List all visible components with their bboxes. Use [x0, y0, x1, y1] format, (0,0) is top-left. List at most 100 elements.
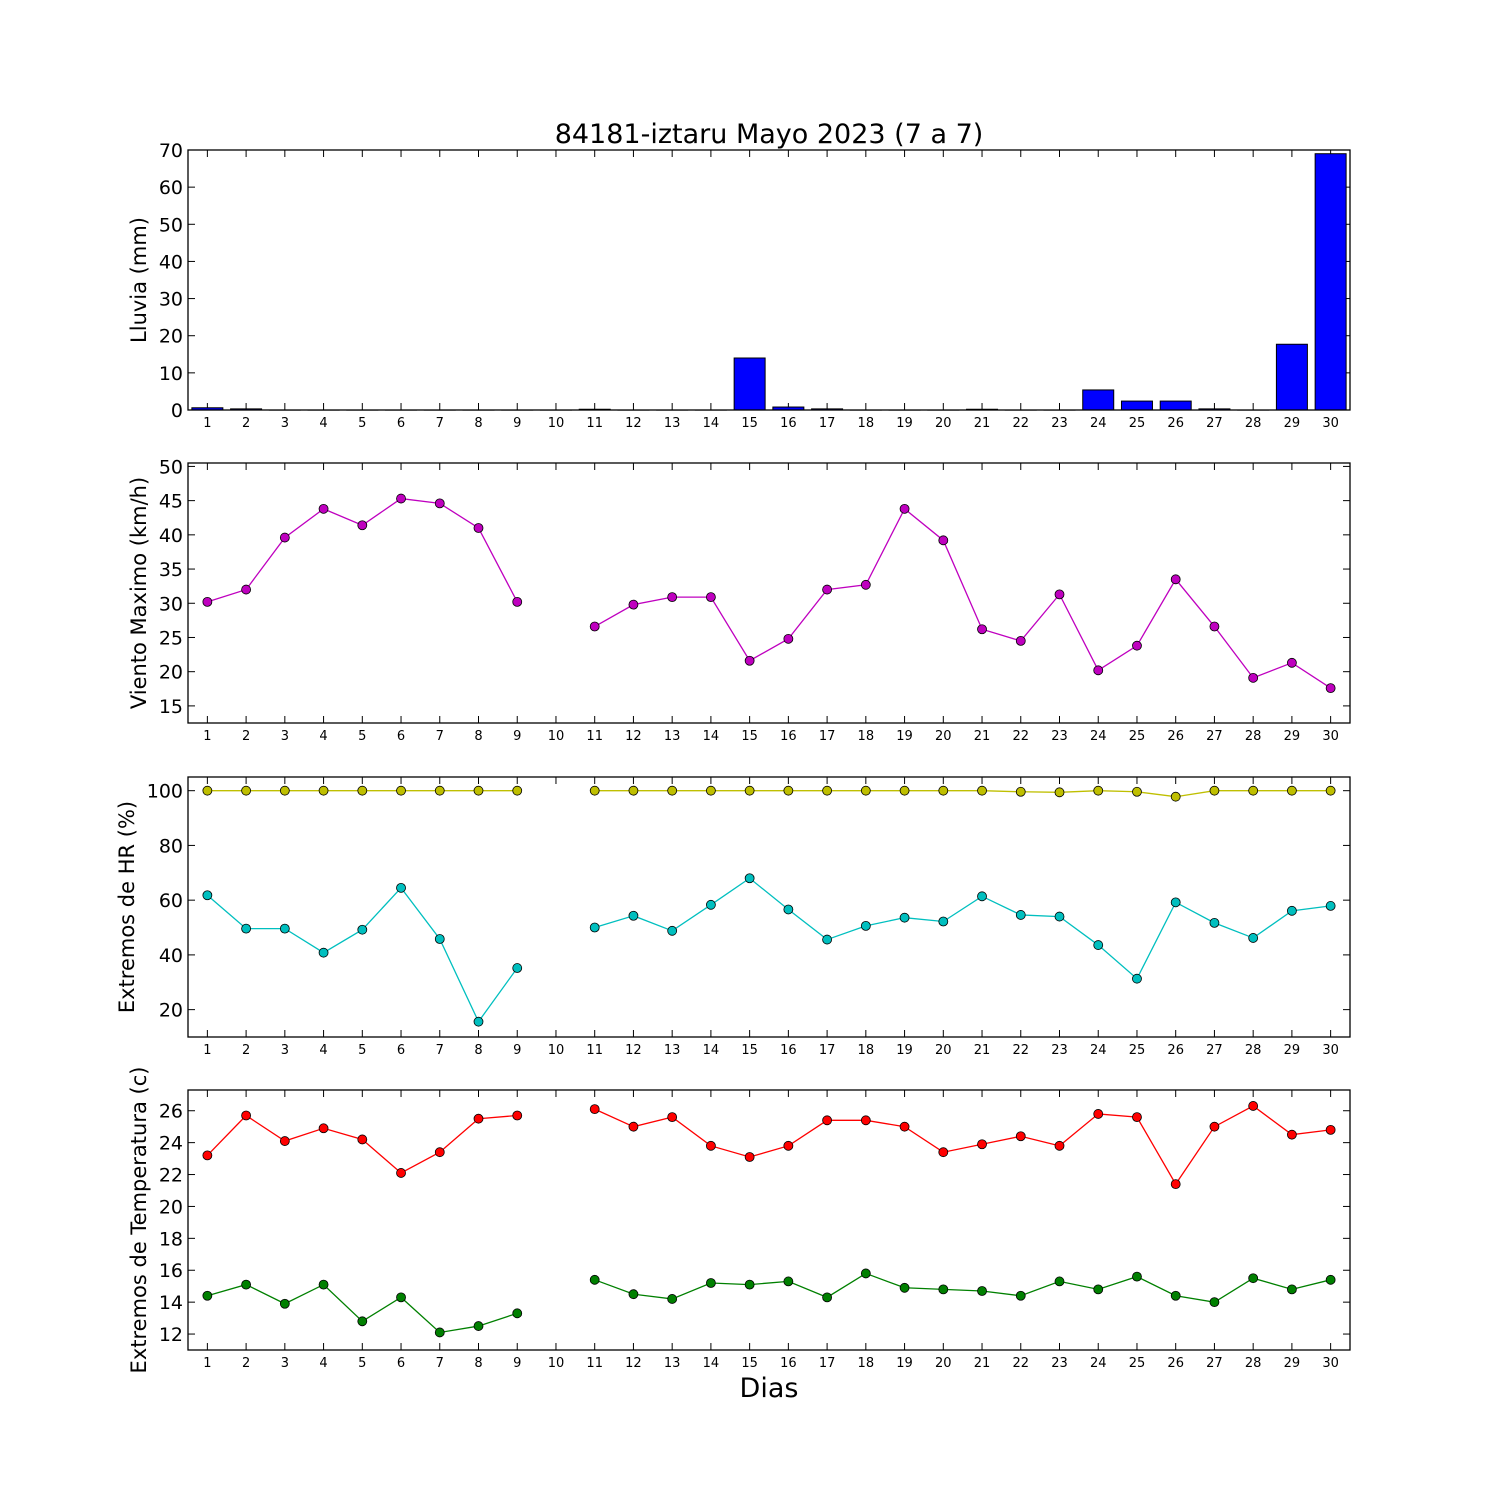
- x-tick-label: 19: [896, 1043, 913, 1058]
- data-point: [899, 1121, 910, 1132]
- x-tick-label: 24: [1090, 729, 1107, 744]
- x-tick-label: 27: [1206, 729, 1223, 744]
- data-point: [318, 503, 329, 514]
- data-point: [667, 1112, 678, 1123]
- series-line: [594, 1272, 1331, 1303]
- x-tick-label: 25: [1129, 1043, 1146, 1058]
- bar: [1120, 400, 1153, 411]
- data-point: [357, 924, 368, 935]
- y-tick-label: 22: [159, 1165, 183, 1187]
- data-point: [628, 599, 639, 610]
- x-tick-label: 24: [1090, 1043, 1107, 1058]
- data-point: [1054, 1276, 1065, 1287]
- data-point: [899, 1282, 910, 1293]
- x-tick-label: 16: [780, 416, 797, 431]
- data-point: [1209, 621, 1220, 632]
- x-tick-label: 20: [935, 416, 952, 431]
- x-tick-label: 18: [858, 416, 875, 431]
- data-point: [279, 923, 290, 934]
- data-point: [822, 1115, 832, 1126]
- x-tick-label: 8: [474, 1043, 482, 1058]
- x-tick-label: 7: [436, 1043, 444, 1058]
- data-point: [512, 1110, 523, 1121]
- x-tick-label: 15: [741, 1043, 758, 1058]
- data-point: [938, 535, 949, 546]
- x-tick-label: 6: [397, 416, 405, 431]
- bar: [733, 357, 766, 411]
- x-tick-label: 11: [586, 416, 603, 431]
- data-point: [783, 904, 794, 915]
- data-point: [473, 785, 484, 796]
- x-tick-label: 6: [397, 1356, 405, 1371]
- x-tick-label: 18: [858, 1043, 875, 1058]
- y-tick-label: 18: [159, 1228, 183, 1250]
- data-point: [318, 1123, 329, 1134]
- data-point: [744, 655, 755, 666]
- data-point: [899, 912, 910, 923]
- x-tick-label: 9: [513, 416, 521, 431]
- data-point: [1015, 1290, 1026, 1301]
- x-tick-label: 6: [397, 1043, 405, 1058]
- data-point: [396, 785, 406, 796]
- x-tick-label: 7: [436, 729, 444, 744]
- data-point: [512, 785, 523, 796]
- data-point: [589, 785, 600, 796]
- data-point: [241, 785, 252, 796]
- x-tick-label: 5: [358, 1043, 366, 1058]
- data-point: [434, 1327, 445, 1338]
- x-tick-label: 30: [1322, 729, 1339, 744]
- data-point: [783, 633, 794, 644]
- data-point: [977, 891, 987, 902]
- data-point: [938, 785, 949, 796]
- y-tick-label: 20: [159, 662, 183, 684]
- x-tick-label: 28: [1245, 1356, 1262, 1371]
- y-tick-label: 25: [159, 627, 183, 649]
- data-point: [706, 592, 716, 603]
- x-tick-label: 10: [548, 416, 565, 431]
- plot-frame: [187, 1089, 1351, 1351]
- bar: [1159, 400, 1192, 411]
- data-point: [318, 785, 329, 796]
- x-tick-label: 4: [319, 729, 327, 744]
- data-point: [1209, 785, 1220, 796]
- x-tick-label: 21: [974, 1356, 991, 1371]
- x-tick-label: 9: [513, 729, 521, 744]
- x-tick-label: 1: [203, 416, 211, 431]
- y-tick-label: 20: [159, 1196, 183, 1218]
- y-tick-label: 20: [159, 326, 183, 348]
- data-point: [1093, 940, 1104, 950]
- data-point: [473, 1113, 484, 1124]
- data-point: [589, 1104, 600, 1115]
- data-point: [202, 1290, 213, 1301]
- x-tick-label: 25: [1129, 729, 1146, 744]
- x-tick-label: 4: [319, 1043, 327, 1058]
- x-tick-label: 29: [1284, 1043, 1301, 1058]
- x-tick-label: 20: [935, 729, 952, 744]
- x-tick-label: 13: [664, 416, 681, 431]
- y-axis-label: Viento Maximo (km/h): [127, 477, 151, 709]
- x-tick-label: 11: [586, 1356, 603, 1371]
- data-point: [202, 1150, 213, 1161]
- data-point: [589, 1274, 600, 1285]
- y-tick-label: 60: [159, 177, 183, 199]
- data-point: [977, 1139, 987, 1150]
- data-point: [783, 1276, 794, 1287]
- data-point: [706, 1140, 716, 1151]
- x-tick-label: 8: [474, 416, 482, 431]
- data-point: [1325, 785, 1336, 796]
- data-point: [1054, 589, 1065, 600]
- data-point: [938, 1147, 949, 1158]
- data-point: [744, 785, 755, 796]
- x-tick-label: 17: [819, 1043, 836, 1058]
- x-tick-label: 13: [664, 729, 681, 744]
- x-tick-label: 17: [819, 729, 836, 744]
- x-tick-label: 9: [513, 1356, 521, 1371]
- data-point: [1093, 665, 1104, 676]
- x-tick-label: 3: [281, 1043, 289, 1058]
- data-point: [860, 1268, 871, 1279]
- data-point: [1132, 786, 1142, 797]
- series-line: [594, 790, 1331, 798]
- x-tick-label: 14: [703, 1356, 720, 1371]
- x-tick-label: 15: [741, 416, 758, 431]
